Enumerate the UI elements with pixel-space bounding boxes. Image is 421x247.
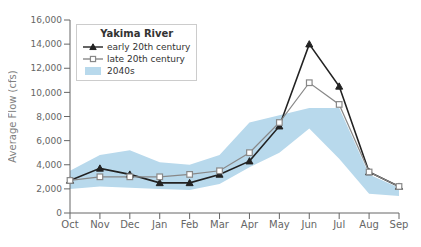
svg-text:Jul: Jul <box>332 219 345 230</box>
svg-text:10,000: 10,000 <box>31 88 63 98</box>
svg-text:Aug: Aug <box>359 219 379 230</box>
svg-text:14,000: 14,000 <box>31 39 63 49</box>
svg-text:Jun: Jun <box>300 219 317 230</box>
svg-text:May: May <box>269 219 290 230</box>
svg-text:Sep: Sep <box>390 219 409 230</box>
svg-text:Dec: Dec <box>120 219 139 230</box>
svg-text:Jan: Jan <box>151 219 167 230</box>
svg-text:12,000: 12,000 <box>31 63 63 73</box>
svg-text:0: 0 <box>56 208 62 218</box>
svg-text:Average Flow (cfs): Average Flow (cfs) <box>8 70 18 162</box>
svg-text:Oct: Oct <box>61 219 78 230</box>
html-text:late 20th century: late 20th century <box>107 54 185 64</box>
svg-text:4,000: 4,000 <box>36 160 62 170</box>
svg-text:Apr: Apr <box>241 219 259 230</box>
svg-text:Feb: Feb <box>181 219 199 230</box>
svg-text:Mar: Mar <box>210 219 230 230</box>
svg-text:Nov: Nov <box>90 219 110 230</box>
html-text:early 20th century: early 20th century <box>107 42 191 52</box>
svg-text:16,000: 16,000 <box>31 15 63 25</box>
html-text:Yakima River: Yakima River <box>100 28 174 39</box>
svg-text:2,000: 2,000 <box>36 184 62 194</box>
html-text:2040s: 2040s <box>107 66 135 76</box>
svg-text:6,000: 6,000 <box>36 136 62 146</box>
svg-text:8,000: 8,000 <box>36 112 62 122</box>
